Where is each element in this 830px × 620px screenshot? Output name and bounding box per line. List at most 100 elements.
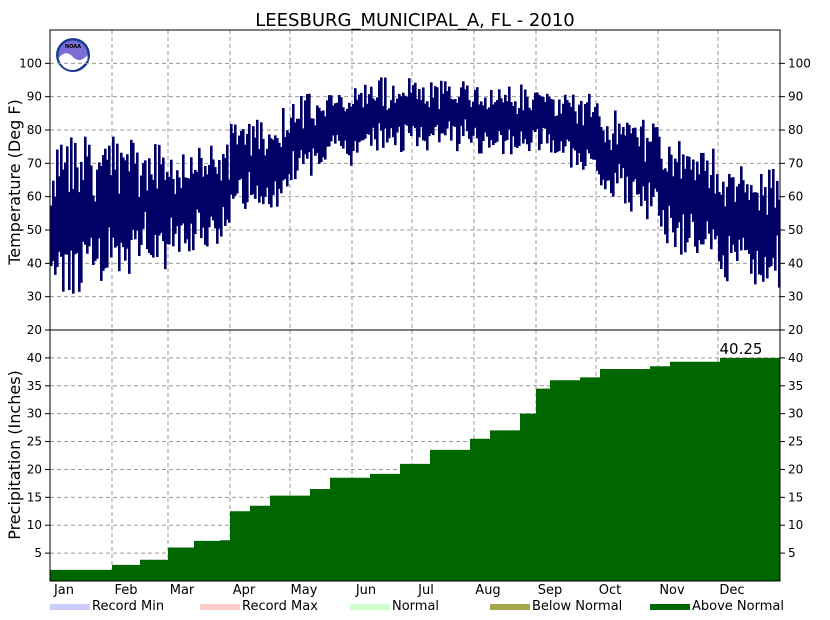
- temperature-day-bar: [250, 155, 253, 196]
- temperature-day-bar: [476, 87, 479, 139]
- temperature-day-bar: [378, 80, 381, 124]
- temperature-day-bar: [770, 188, 773, 267]
- temperature-day-bar: [64, 162, 67, 255]
- temperature-day-bar: [140, 175, 143, 246]
- temperature-day-bar: [734, 201, 737, 252]
- legend: Record Min Record Max Normal Below Normal Ab…: [50, 599, 784, 614]
- month-label: Feb: [114, 583, 137, 598]
- temperature-day-bar: [168, 176, 171, 245]
- temperature-day-bar: [148, 158, 151, 254]
- temperature-day-bar: [84, 136, 87, 245]
- temperature-day-bar: [544, 101, 547, 129]
- temperature-day-bar: [474, 89, 477, 128]
- temperature-day-bar: [650, 141, 653, 207]
- temperature-day-bar: [642, 119, 645, 187]
- temperature-day-bar: [696, 161, 699, 253]
- temperature-day-bar: [640, 126, 643, 207]
- temperature-day-bar: [712, 148, 715, 230]
- temperature-day-bar: [254, 137, 257, 199]
- temperature-day-bar: [160, 164, 163, 233]
- temperature-day-bar: [684, 168, 687, 253]
- legend-swatch: [650, 604, 690, 610]
- temperature-day-bar: [124, 160, 127, 261]
- temperature-day-bar: [172, 179, 175, 247]
- temperature-day-bar: [608, 139, 611, 181]
- temperature-day-bar: [552, 99, 555, 141]
- temperature-day-bar: [588, 93, 591, 154]
- temperature-bars: [50, 77, 781, 294]
- temperature-day-bar: [592, 112, 595, 160]
- precipitation-panel-border: [49, 329, 781, 582]
- temperature-day-bar: [514, 101, 517, 147]
- temperature-day-bar: [332, 105, 335, 136]
- temperature-day-bar: [462, 81, 465, 137]
- temperature-day-bar: [188, 178, 191, 252]
- temperature-day-bar: [542, 96, 545, 128]
- temperature-day-bar: [742, 180, 745, 238]
- temperature-day-bar: [406, 96, 409, 126]
- temperature-day-bar: [470, 106, 473, 143]
- temperature-day-bar: [422, 87, 425, 141]
- temperature-day-bar: [574, 111, 577, 151]
- temperature-day-bar: [222, 154, 225, 208]
- temperature-ytick-label: 90: [27, 90, 42, 104]
- precipitation-ytick-label: 10: [27, 518, 42, 532]
- temperature-day-bar: [680, 178, 683, 255]
- precipitation-ytick-label: 20: [27, 462, 42, 476]
- temperature-day-bar: [412, 84, 415, 127]
- temperature-day-bar: [248, 123, 251, 173]
- temperature-day-bar: [624, 135, 627, 204]
- temperature-day-bar: [616, 144, 619, 184]
- temperature-day-bar: [106, 159, 109, 268]
- precipitation-area: [50, 356, 780, 581]
- temperature-day-bar: [400, 96, 403, 152]
- temperature-day-bar: [194, 169, 197, 235]
- month-axis: Jan Feb Mar Apr May Jun Jul Aug Sep Oct Nov Dec: [53, 583, 745, 598]
- temperature-day-bar: [394, 102, 397, 146]
- temperature-day-bar: [484, 97, 487, 133]
- precipitation-total-annotation: 40.25: [720, 340, 763, 358]
- temperature-day-bar: [562, 103, 565, 153]
- temperature-day-bar: [520, 84, 523, 132]
- temperature-day-bar: [366, 103, 369, 134]
- temperature-day-bar: [294, 122, 297, 180]
- temperature-day-bar: [120, 152, 123, 243]
- temperature-day-bar: [392, 85, 395, 138]
- temperature-day-bar: [274, 135, 277, 182]
- temperature-day-bar: [586, 102, 589, 150]
- temperature-ytick-label: 30: [27, 290, 42, 304]
- temperature-day-bar: [748, 200, 751, 254]
- temperature-day-bar: [56, 149, 59, 268]
- temperature-day-bar: [456, 102, 459, 152]
- temperature-day-bar: [442, 93, 445, 134]
- temperature-day-bar: [260, 122, 263, 197]
- temperature-day-bar: [690, 169, 693, 214]
- temperature-day-bar: [682, 154, 685, 215]
- month-label: May: [291, 583, 318, 598]
- temperature-day-bar: [136, 152, 139, 231]
- temperature-day-bar: [508, 86, 511, 130]
- temperature-day-bar: [740, 166, 743, 251]
- temperature-day-bar: [360, 92, 363, 141]
- legend-label: Record Min: [92, 599, 164, 614]
- temperature-day-bar: [70, 137, 73, 251]
- temperature-day-bar: [644, 161, 647, 201]
- temperature-day-bar: [326, 100, 329, 147]
- temperature-day-bar: [510, 102, 513, 155]
- temperature-day-bar: [670, 154, 673, 218]
- temperature-day-bar: [516, 113, 519, 148]
- temperature-day-bar: [292, 103, 295, 152]
- temperature-day-bar: [480, 101, 483, 154]
- temperature-day-bar: [518, 108, 521, 146]
- temperature-day-bar: [92, 195, 95, 265]
- temperature-day-bar: [226, 144, 229, 220]
- precipitation-ytick-label: 35: [27, 379, 42, 393]
- temperature-day-bar: [758, 210, 761, 275]
- legend-swatch: [200, 604, 240, 610]
- temperature-day-bar: [320, 111, 323, 163]
- temperature-day-bar: [548, 96, 551, 135]
- month-label: Aug: [475, 583, 500, 598]
- temperature-day-bar: [530, 110, 533, 143]
- temperature-day-bar: [232, 133, 235, 199]
- precipitation-ytick-label: 5: [34, 546, 42, 560]
